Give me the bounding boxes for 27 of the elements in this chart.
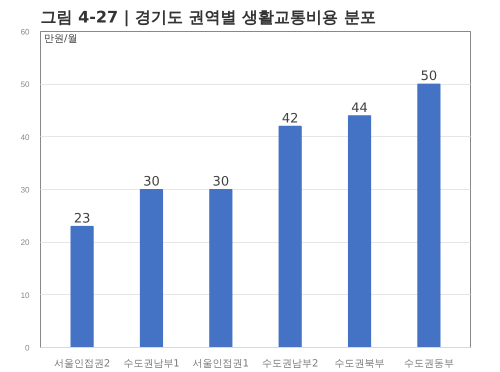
x-tick-label: 서울인접권1 <box>192 358 250 370</box>
data-label: 30 <box>212 174 230 190</box>
y-axis-title: 만원/월 <box>44 34 78 44</box>
y-tick-label: 60 <box>20 28 30 36</box>
y-tick-label: 50 <box>20 80 30 90</box>
bar <box>348 115 372 348</box>
x-tick-label: 수도권동부 <box>404 358 454 370</box>
bar <box>209 189 232 348</box>
chart-title: 그림 4-27 | 경기도 권역별 생활교통비용 분포 <box>40 8 376 26</box>
y-tick-label: 10 <box>20 290 30 300</box>
data-label: 30 <box>143 174 160 190</box>
data-label: 44 <box>351 100 368 116</box>
y-tick-label: 20 <box>20 238 30 248</box>
y-tick-label: 30 <box>20 186 30 194</box>
data-label: 50 <box>420 69 438 84</box>
y-tick-label: 40 <box>20 132 30 142</box>
bar <box>417 84 440 348</box>
bar <box>278 126 302 348</box>
x-tick-label: 수도권남부1 <box>123 358 180 370</box>
y-tick-label: 0 <box>25 344 30 352</box>
bar <box>70 226 94 348</box>
x-tick-label: 수도권북부 <box>334 358 385 370</box>
data-label: 42 <box>282 111 298 126</box>
bar <box>140 189 164 348</box>
x-tick-label: 서울인접권2 <box>54 358 110 370</box>
data-label: 23 <box>74 211 90 226</box>
x-tick-label: 수도권남부2 <box>262 358 318 370</box>
